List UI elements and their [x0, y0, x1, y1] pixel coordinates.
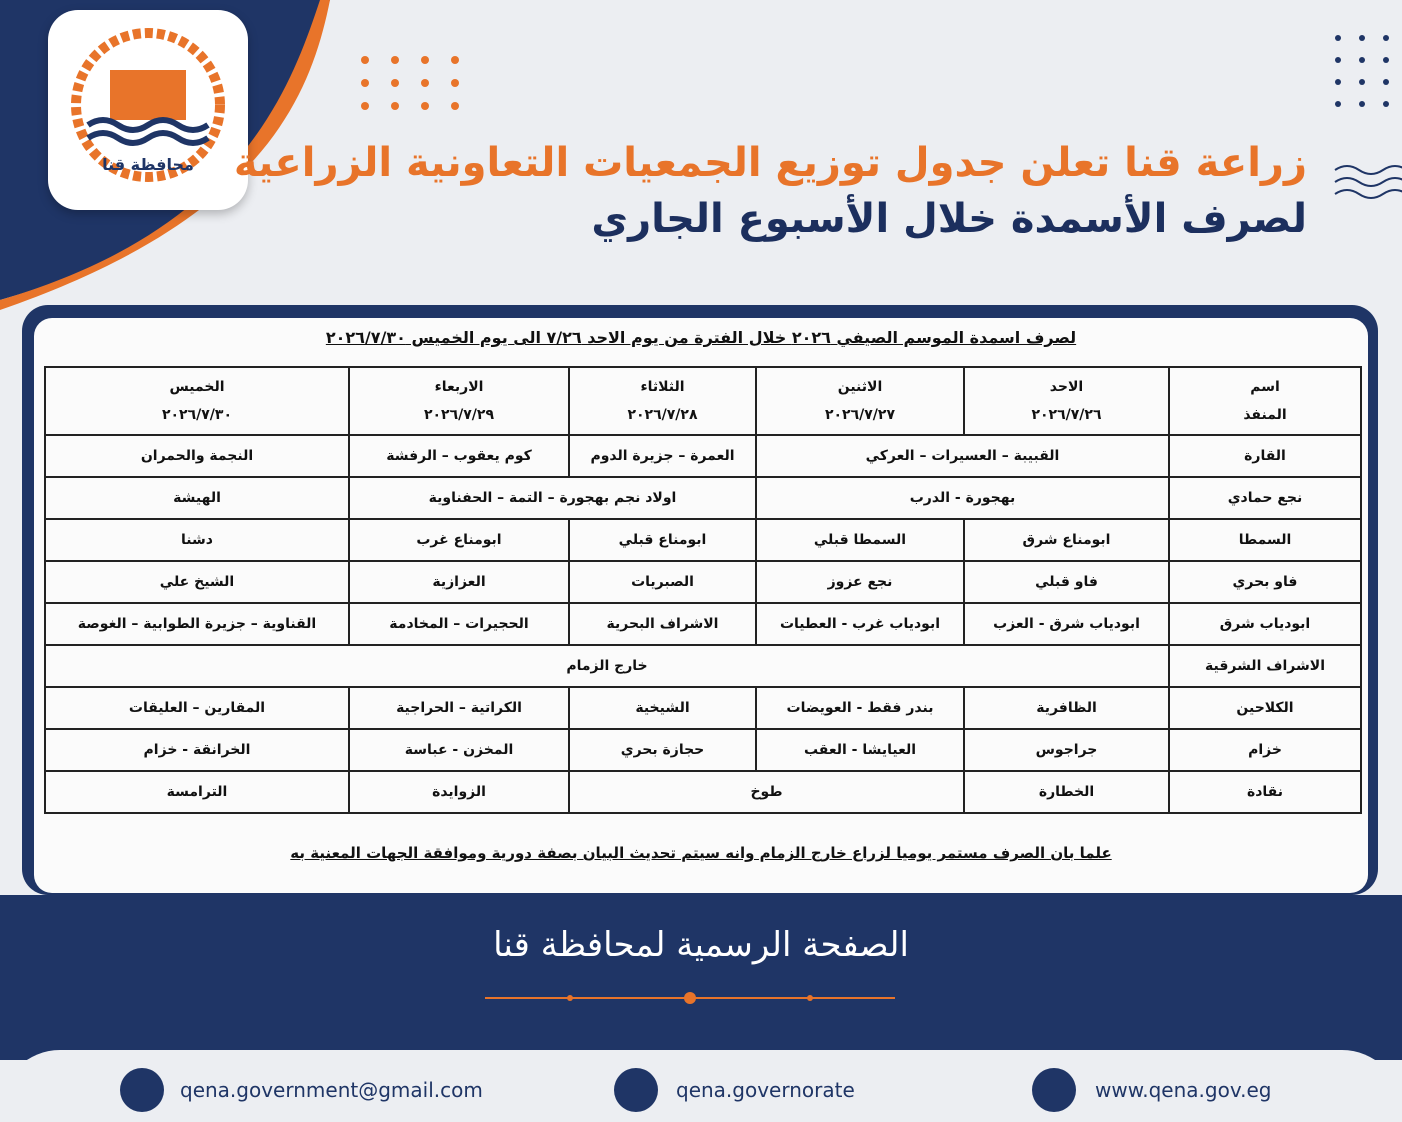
schedule-cell: الترامسة [44, 770, 350, 814]
logo: QENA محافظة قنا [48, 10, 248, 210]
schedule-cell: اولاد نجم بهجورة – التمة – الحفناوية [348, 476, 757, 520]
header-text: الاربعاء [434, 379, 484, 395]
header-text: ٢٠٢٦/٧/٢٨ [627, 407, 698, 423]
logo-badge: QENA [126, 54, 170, 70]
header-cell: الخميس ٢٠٢٦/٧/٣٠ [44, 366, 350, 436]
schedule-cell: ابودياب غرب - العطيات [755, 602, 965, 646]
header-text: الثلاثاء [640, 379, 685, 395]
outlet-cell: نقادة [1168, 770, 1362, 814]
schedule-cell: القناوية – جزيرة الطوابية – الغوصة [44, 602, 350, 646]
outlet-cell: ابودياب شرق [1168, 602, 1362, 646]
schedule-cell: دشنا [44, 518, 350, 562]
header-cell: اسم المنفذ [1168, 366, 1362, 436]
header-row: اسم المنفذ الاحد ٢٠٢٦/٧/٢٦ الاثنين ٢٠٢٦/٧/٢٧ ا… [44, 366, 1362, 436]
outlet-cell: الكلاحين [1168, 686, 1362, 730]
schedule-cell: كوم يعقوب – الرفشة [348, 434, 570, 478]
table-row: ابودياب شرق ابودياب شرق - العزب ابودياب غر… [44, 602, 1362, 646]
schedule-cell: ابومناع غرب [348, 518, 570, 562]
schedule-cell: العيايشا - العقب [755, 728, 965, 772]
schedule-cell: بندر فقط - العويضات [755, 686, 965, 730]
outlet-cell: فاو بحري [1168, 560, 1362, 604]
schedule-cell: الخطارة [963, 770, 1170, 814]
logo-art: QENA محافظة قنا [71, 28, 225, 182]
outlet-cell: الاشراف الشرقية [1168, 644, 1362, 688]
outlet-cell: السمطا [1168, 518, 1362, 562]
header-text: ٢٠٢٦/٧/٢٦ [1031, 407, 1102, 423]
page-title: الصفحة الرسمية لمحافظة قنا [493, 925, 909, 965]
schedule-cell: ابومناع قبلي [568, 518, 757, 562]
divider [485, 992, 895, 1004]
header-text: الخميس [169, 379, 225, 395]
header-text: اسم [1250, 379, 1280, 395]
facebook[interactable]: qena.governorate [676, 1078, 855, 1102]
schedule-table: اسم المنفذ الاحد ٢٠٢٦/٧/٢٦ الاثنين ٢٠٢٦/٧/٢٧ ا… [44, 366, 1362, 814]
table-row: السمطا ابومناع شرق السمطا قبلي ابومناع قبلي… [44, 518, 1362, 562]
schedule-cell: نجع عزوز [755, 560, 965, 604]
header-text: ٢٠٢٦/٧/٢٩ [423, 407, 495, 423]
header-cell: الاربعاء ٢٠٢٦/٧/٢٩ [348, 366, 570, 436]
schedule-cell: بهجورة - الدرب [755, 476, 1170, 520]
schedule-cell: النجمة والحمران [44, 434, 350, 478]
schedule-cell: حجازة بحري [568, 728, 757, 772]
facebook-icon [614, 1068, 658, 1112]
schedule-cell: القبيبة – العسيرات – العركي [755, 434, 1170, 478]
table-row: الاشراف الشرقية خارج الزمام [44, 644, 1362, 688]
schedule-cell: العمرة – جزيرة الدوم [568, 434, 757, 478]
table-row: الكلاحين الظافرية بندر فقط - العويضات الشيخ… [44, 686, 1362, 730]
schedule-cell: ابومناع شرق [963, 518, 1170, 562]
header-text: ٢٠٢٦/٧/٣٠ [161, 407, 233, 423]
table-row: نقادة الخطارة طوخ الزوايدة الترامسة [44, 770, 1362, 814]
schedule-cell: الصبريات [568, 560, 757, 604]
schedule-cell: طوخ [568, 770, 965, 814]
schedule-cell: الشيخ علي [44, 560, 350, 604]
footer-band [0, 895, 1402, 1060]
schedule-cell: الهيشة [44, 476, 350, 520]
outlet-cell: خزام [1168, 728, 1362, 772]
header-text: المنفذ [1243, 407, 1287, 423]
header-cell: الاثنين ٢٠٢٦/٧/٢٧ [755, 366, 965, 436]
schedule-cell: الاشراف البحرية [568, 602, 757, 646]
schedule-cell: الشيخية [568, 686, 757, 730]
schedule-cell: خارج الزمام [44, 644, 1170, 688]
schedule-cell: الكراتية – الحراجية [348, 686, 570, 730]
schedule-cell: المخزن - عباسة [348, 728, 570, 772]
schedule-cell: الزوايدة [348, 770, 570, 814]
schedule-cell: الظافرية [963, 686, 1170, 730]
table-row: القارة القبيبة – العسيرات – العركي العمرة … [44, 434, 1362, 478]
schedule-cell: السمطا قبلي [755, 518, 965, 562]
table-row: خزام جراجوس العيايشا - العقب حجازة بحري المخ… [44, 728, 1362, 772]
title-line: لصرف الأسمدة خلال الأسبوع الجاري [591, 196, 1307, 242]
web-icon [1032, 1068, 1076, 1112]
schedule-cell: جراجوس [963, 728, 1170, 772]
logo-name: محافظة قنا [102, 155, 194, 174]
schedule-cell: المقارين – العليقات [44, 686, 350, 730]
email-icon [120, 1068, 164, 1112]
outlet-cell: القارة [1168, 434, 1362, 478]
header-cell: الثلاثاء ٢٠٢٦/٧/٢٨ [568, 366, 757, 436]
schedule-cell: فاو قبلي [963, 560, 1170, 604]
schedule-cell: العزازية [348, 560, 570, 604]
schedule-cell: الخرانقة - خزام [44, 728, 350, 772]
outlet-cell: نجع حمادي [1168, 476, 1362, 520]
header-text: الاثنين [837, 379, 883, 395]
header-text: الاحد [1049, 379, 1084, 395]
schedule-cell: الحجيرات – المخادمة [348, 602, 570, 646]
title-line: زراعة قنا تعلن جدول توزيع الجمعيات التعا… [233, 140, 1307, 186]
table-row: نجع حمادي بهجورة - الدرب اولاد نجم بهجورة … [44, 476, 1362, 520]
contact-strip [0, 1050, 1402, 1122]
header-text: ٢٠٢٦/٧/٢٧ [824, 407, 896, 423]
document-heading: لصرف اسمدة الموسم الصيفي ٢٠٢٦ خلال الفتر… [325, 328, 1077, 347]
note: علما بان الصرف مستمر يوميا لزراع خارج ال… [290, 844, 1112, 862]
schedule-cell: ابودياب شرق - العزب [963, 602, 1170, 646]
document: لصرف اسمدة الموسم الصيفي ٢٠٢٦ خلال الفتر… [34, 318, 1368, 893]
table-row: فاو بحري فاو قبلي نجع عزوز الصبريات العزازية… [44, 560, 1362, 604]
website[interactable]: www.qena.gov.eg [1095, 1078, 1272, 1102]
header-cell: الاحد ٢٠٢٦/٧/٢٦ [963, 366, 1170, 436]
email[interactable]: qena.government@gmail.com [180, 1078, 483, 1102]
